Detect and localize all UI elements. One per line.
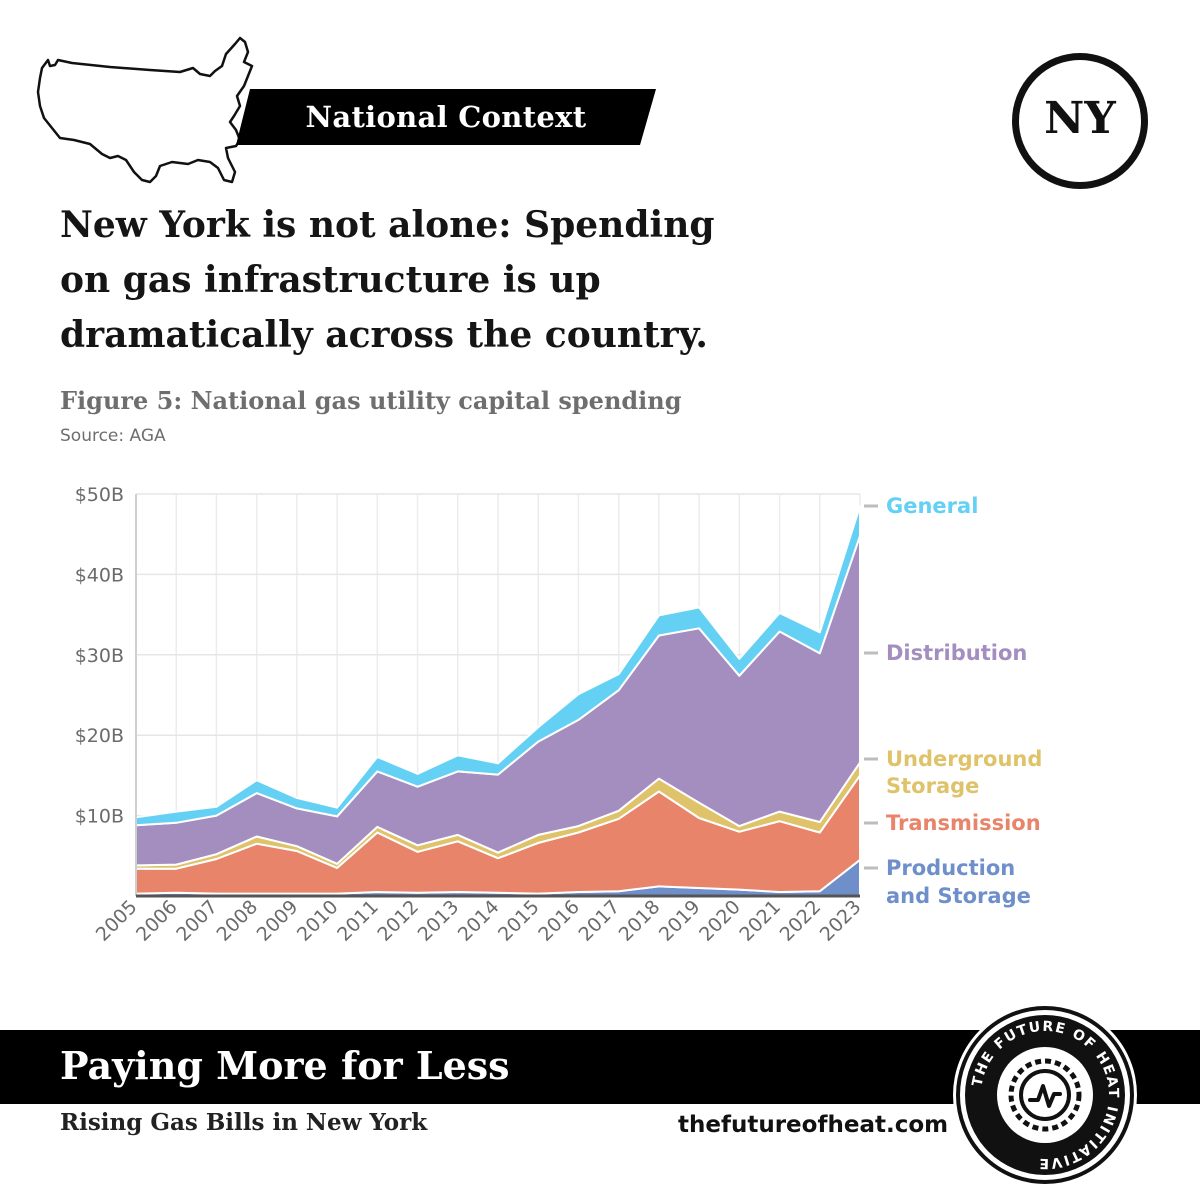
x-tick-label: 2008 — [212, 896, 262, 946]
figure-source: Source: AGA — [60, 426, 166, 446]
x-tick-label: 2007 — [172, 896, 222, 946]
series-label: Distribution — [886, 641, 1027, 665]
state-badge-ring — [1012, 53, 1148, 189]
x-tick-label: 2021 — [735, 896, 785, 946]
series-area — [135, 505, 861, 827]
chart-legend: Production and Storage Transmission Undergr… — [864, 494, 1042, 908]
series-label: Transmission — [886, 811, 1041, 835]
chart-areas — [135, 505, 861, 897]
future-of-heat-logo: THE FUTURE OF HEAT INITIATIVE — [953, 1003, 1137, 1187]
y-tick-label: $40B — [75, 564, 124, 586]
x-tick-label: 2013 — [414, 896, 464, 946]
x-tick-label: 2022 — [776, 896, 826, 946]
series-label: Production — [886, 856, 1015, 880]
series-label: and Storage — [886, 884, 1031, 908]
series-label: Underground — [886, 747, 1042, 771]
y-tick-label: $50B — [75, 484, 124, 506]
headline: New York is not alone: Spending on gas i… — [60, 198, 820, 363]
series-label: Storage — [886, 774, 979, 798]
x-tick-label: 2006 — [132, 896, 182, 946]
context-banner — [236, 89, 656, 145]
capital-spending-chart: $10B $20B $30B $40B $50B 20052006200720082009… — [75, 484, 1043, 946]
y-tick-label: $20B — [75, 725, 124, 747]
headline-line: New York is not alone: Spending — [60, 204, 715, 246]
y-tick-label: $30B — [75, 645, 124, 667]
x-tick-label: 2017 — [574, 896, 624, 946]
logo-sun-icon — [1008, 1058, 1082, 1132]
headline-line: on gas infrastructure is up — [60, 259, 601, 301]
x-tick-label: 2014 — [454, 896, 504, 946]
headline-line: dramatically across the country. — [60, 314, 708, 356]
footer-subtitle: Rising Gas Bills in New York — [60, 1109, 428, 1136]
x-tick-label: 2016 — [534, 896, 584, 946]
context-label: National Context — [305, 100, 587, 134]
x-tick-label: 2018 — [615, 896, 665, 946]
state-badge-label: NY — [1044, 93, 1116, 144]
x-tick-label: 2011 — [333, 896, 383, 946]
x-tick-label: 2005 — [92, 896, 142, 946]
footer-title: Paying More for Less — [60, 1043, 510, 1088]
x-tick-label: 2019 — [655, 896, 705, 946]
x-tick-label: 2015 — [494, 896, 544, 946]
x-tick-label: 2010 — [293, 896, 343, 946]
footer-url-link[interactable]: thefutureofheat.com — [678, 1112, 949, 1138]
us-map-icon — [36, 36, 254, 184]
figure-title: Figure 5: National gas utility capital s… — [60, 386, 682, 415]
x-tick-label: 2012 — [373, 896, 423, 946]
series-label: General — [886, 494, 978, 518]
y-tick-label: $10B — [75, 806, 124, 828]
x-tick-label: 2009 — [253, 896, 303, 946]
x-tick-label: 2023 — [816, 896, 866, 946]
x-tick-label: 2020 — [695, 896, 745, 946]
